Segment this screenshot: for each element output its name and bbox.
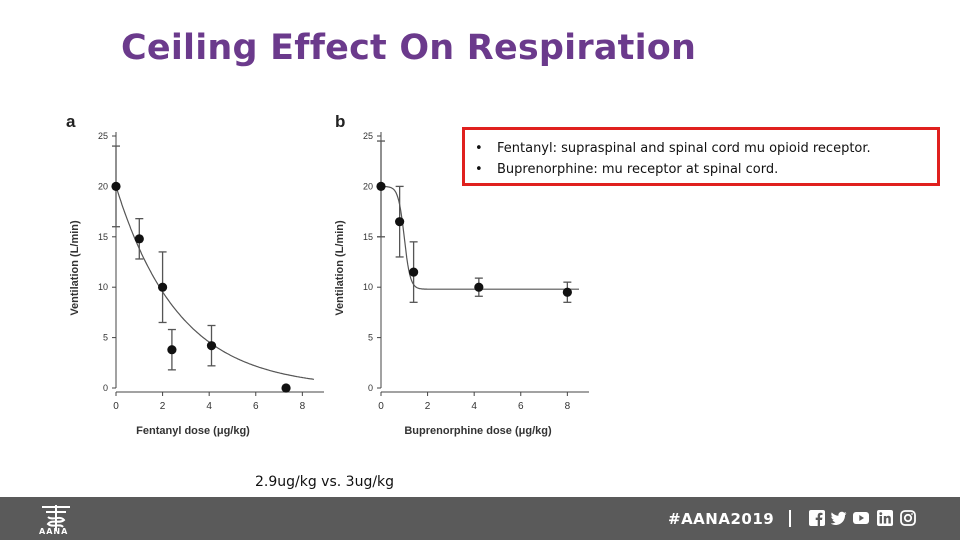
logo-text: AANA <box>39 527 69 536</box>
x-tick-label: 4 <box>206 401 212 412</box>
x-tick-label: 6 <box>518 401 524 412</box>
callout-item-fentanyl: Fentanyl: supraspinal and spinal cord mu… <box>475 138 937 159</box>
panel-label-a: a <box>66 112 76 131</box>
data-point <box>395 217 405 227</box>
youtube-icon[interactable] <box>853 510 869 526</box>
data-point <box>134 234 144 244</box>
slide-title: Ceiling Effect On Respiration <box>121 28 697 68</box>
data-point <box>281 383 291 393</box>
aana-logo-icon <box>42 505 70 531</box>
x-tick-label: 6 <box>253 401 259 412</box>
y-tick-label: 20 <box>98 181 108 191</box>
x-tick-label: 8 <box>565 401 571 412</box>
x-tick-label: 2 <box>160 401 166 412</box>
y-tick-label: 0 <box>103 383 108 393</box>
x-tick-label: 4 <box>471 401 477 412</box>
mechanism-callout: Fentanyl: supraspinal and spinal cord mu… <box>462 127 940 186</box>
callout-item-buprenorphine: Buprenorphine: mu receptor at spinal cor… <box>475 159 937 180</box>
conference-hashtag: #AANA2019 <box>668 510 775 528</box>
y-tick-label: 20 <box>363 181 373 191</box>
y-tick-label: 5 <box>368 333 373 343</box>
data-point <box>474 282 484 292</box>
panel-label-b: b <box>335 112 346 131</box>
y-tick-label: 10 <box>363 282 373 292</box>
x-tick-label: 8 <box>300 401 306 412</box>
x-axis-label: Buprenorphine dose (μg/kg) <box>404 425 552 437</box>
facebook-icon[interactable] <box>809 510 825 526</box>
y-tick-label: 10 <box>98 282 108 292</box>
x-tick-label: 2 <box>425 401 431 412</box>
footer-divider <box>789 510 791 527</box>
data-point <box>111 181 121 191</box>
data-point <box>562 287 572 297</box>
linkedin-icon[interactable] <box>877 510 893 526</box>
y-tick-label: 15 <box>363 232 373 242</box>
data-point <box>157 282 168 292</box>
data-point <box>206 341 217 351</box>
x-tick-label: 0 <box>378 401 384 412</box>
y-tick-label: 15 <box>98 232 108 242</box>
instagram-icon[interactable] <box>900 510 916 526</box>
x-axis-label: Fentanyl dose (μg/kg) <box>136 425 250 437</box>
twitter-icon[interactable] <box>831 510 847 526</box>
x-tick-label: 0 <box>113 401 119 412</box>
y-axis-label: Ventilation (L/min) <box>334 220 346 316</box>
footer-bar: AANA #AANA2019 <box>0 497 960 540</box>
y-tick-label: 25 <box>363 131 373 141</box>
y-tick-label: 0 <box>368 383 373 393</box>
y-tick-label: 25 <box>98 131 108 141</box>
data-point <box>376 181 386 191</box>
dose-comparison-note: 2.9ug/kg vs. 3ug/kg <box>255 474 395 490</box>
y-axis-label: Ventilation (L/min) <box>69 220 81 316</box>
data-point <box>409 267 419 277</box>
data-point <box>167 345 177 355</box>
y-tick-label: 5 <box>103 333 108 343</box>
